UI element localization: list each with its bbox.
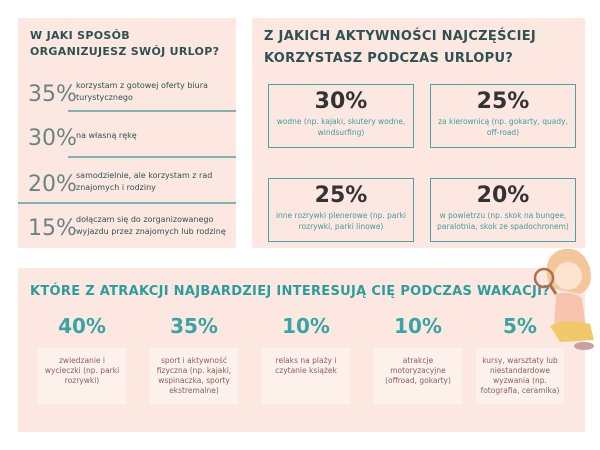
separator — [68, 156, 236, 158]
panel-title: W JAKI SPOSÓB ORGANIZUJESZ SWÓJ URLOP? — [30, 29, 220, 58]
percent: 30% — [28, 126, 77, 151]
percent: 30% — [314, 89, 368, 114]
description: relaks na plaży i czytanie książek — [262, 348, 350, 404]
separator — [68, 110, 236, 112]
separator — [18, 202, 236, 204]
attraction: 10% atrakcje motoryzacyjne (offroad, gok… — [374, 314, 462, 404]
girl-illustration — [533, 248, 594, 350]
attraction: 5% kursy, warsztaty lub niestandardowe w… — [476, 314, 564, 404]
percent: 5% — [503, 314, 537, 338]
activity-box: 25% za kierownicą (np. gokarty, quady, o… — [430, 84, 576, 148]
attraction: 10% relaks na plaży i czytanie książek — [262, 314, 350, 404]
description: dołączam się do zorganizowanego wyjazdu … — [76, 215, 226, 236]
left-panel: W JAKI SPOSÓB ORGANIZUJESZ SWÓJ URLOP? 3… — [18, 18, 236, 248]
percent: 25% — [314, 183, 368, 208]
description: atrakcje motoryzacyjne (offroad, gokarty… — [374, 348, 462, 404]
description: inne rozrywki plenerowe (np. parki rozry… — [275, 211, 407, 231]
right-panel: Z JAKICH AKTYWNOŚCI NAJCZĘŚCIEJ KORZYSTA… — [252, 18, 585, 248]
percent: 35% — [170, 314, 218, 338]
attraction: 40% zwiedzanie i wycieczki (np. parki ro… — [38, 314, 126, 404]
description: kursy, warsztaty lub niestandardowe wyzw… — [476, 348, 564, 404]
description: korzystam z gotowej oferty biura turysty… — [76, 81, 208, 102]
activity-box: 30% wodne (np. kajaki, skutery wodne, wi… — [268, 84, 414, 148]
percent: 35% — [28, 82, 77, 107]
percent: 20% — [476, 183, 530, 208]
activity-box: 20% w powietrzu (np. skok na bungee, par… — [430, 178, 576, 242]
percent: 15% — [28, 216, 77, 241]
description: sport i aktywność fizyczna (np. kajaki, … — [150, 348, 238, 404]
description: zwiedzanie i wycieczki (np. parki rozryw… — [38, 348, 126, 404]
row: 30% na własną rękę — [18, 118, 236, 162]
percent: 10% — [282, 314, 330, 338]
description: samodzielnie, ale korzystam z rad znajom… — [76, 171, 213, 192]
row: 20% samodzielnie, ale korzystam z rad zn… — [18, 164, 236, 208]
description: w powietrzu (np. skok na bungee, paralot… — [437, 211, 569, 231]
row: 35% korzystam z gotowej oferty biura tur… — [18, 74, 236, 118]
description: na własną rękę — [76, 131, 137, 140]
panel-title: KTÓRE Z ATRAKCJI NAJBARDZIEJ INTERESUJĄ … — [30, 284, 551, 299]
row: 15% dołączam się do zorganizowanego wyja… — [18, 208, 236, 252]
description: wodne (np. kajaki, skutery wodne, windsu… — [276, 117, 406, 137]
percent: 40% — [58, 314, 106, 338]
percent: 20% — [28, 172, 77, 197]
description: za kierownicą (np. gokarty, quady, off-r… — [438, 117, 568, 137]
percent: 25% — [476, 89, 530, 114]
panel-title: Z JAKICH AKTYWNOŚCI NAJCZĘŚCIEJ KORZYSTA… — [264, 29, 537, 66]
attraction: 35% sport i aktywność fizyczna (np. kaja… — [150, 314, 238, 404]
bottom-panel: KTÓRE Z ATRAKCJI NAJBARDZIEJ INTERESUJĄ … — [18, 268, 585, 432]
activity-box: 25% inne rozrywki plenerowe (np. parki r… — [268, 178, 414, 242]
percent: 10% — [394, 314, 442, 338]
